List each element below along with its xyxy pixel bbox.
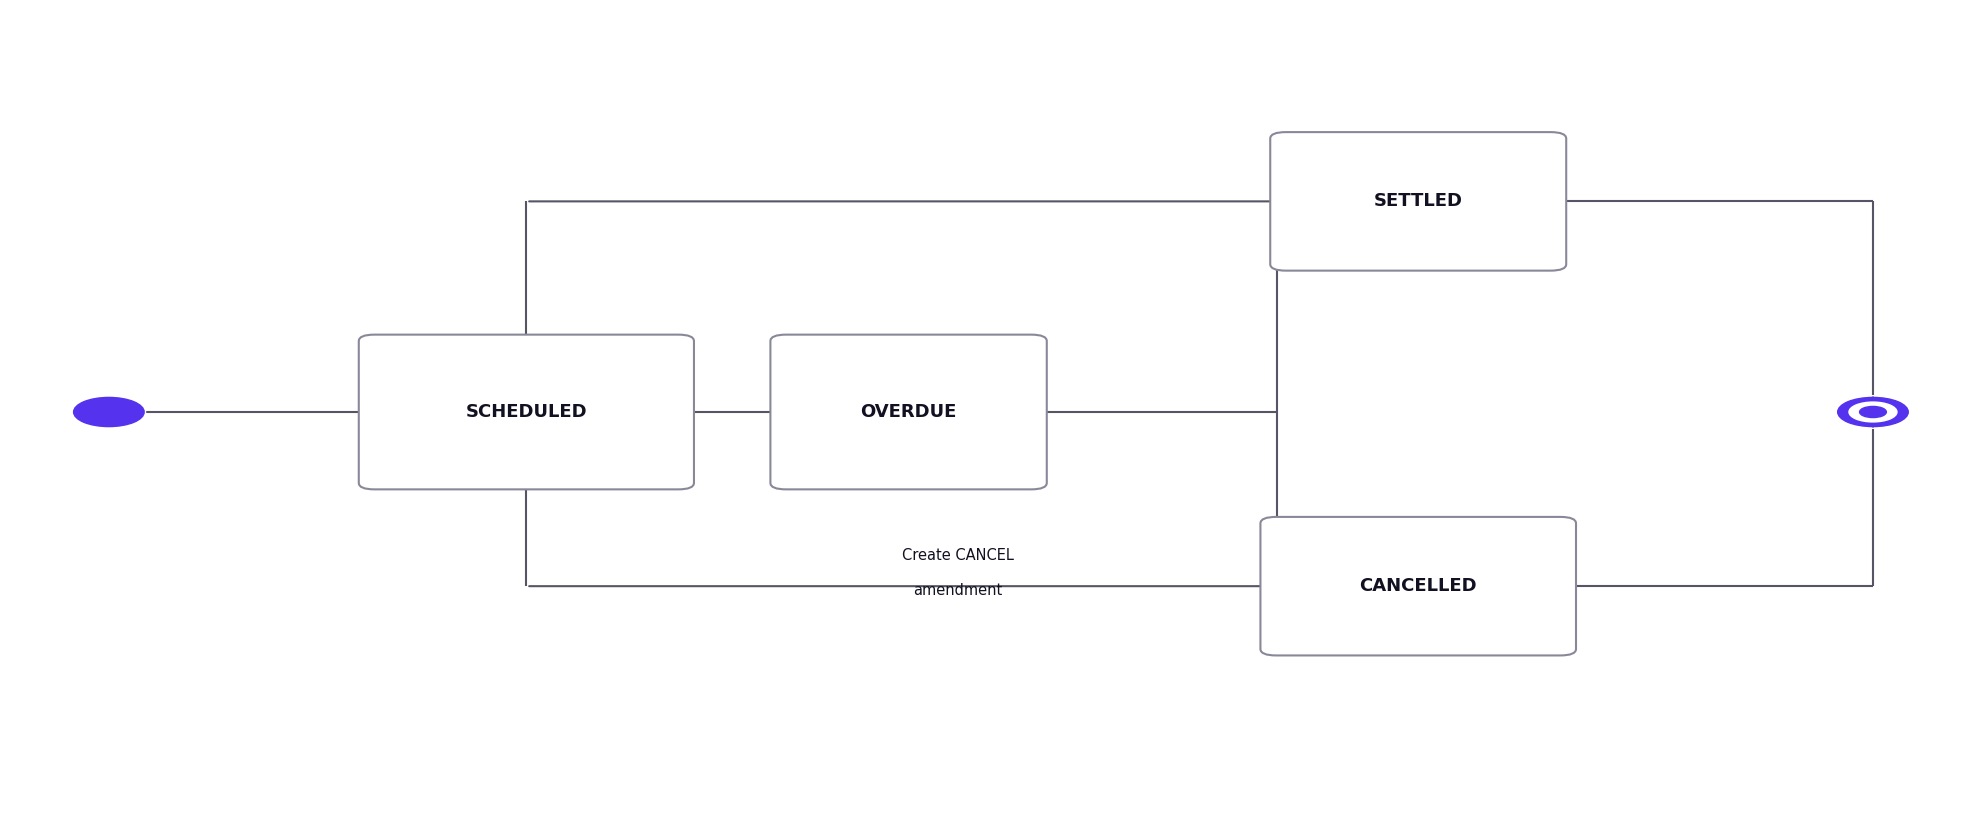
Circle shape [73, 397, 144, 427]
Text: CANCELLED: CANCELLED [1359, 577, 1476, 595]
FancyBboxPatch shape [359, 335, 694, 489]
Text: SCHEDULED: SCHEDULED [466, 403, 586, 421]
FancyBboxPatch shape [1261, 517, 1574, 655]
Text: SETTLED: SETTLED [1373, 192, 1462, 210]
Circle shape [1837, 397, 1908, 427]
FancyBboxPatch shape [769, 335, 1046, 489]
FancyBboxPatch shape [1269, 132, 1565, 270]
Circle shape [1849, 402, 1896, 422]
Circle shape [1859, 406, 1886, 418]
Text: Create CANCEL: Create CANCEL [902, 548, 1012, 563]
Text: amendment: amendment [912, 583, 1002, 597]
Text: OVERDUE: OVERDUE [860, 403, 957, 421]
